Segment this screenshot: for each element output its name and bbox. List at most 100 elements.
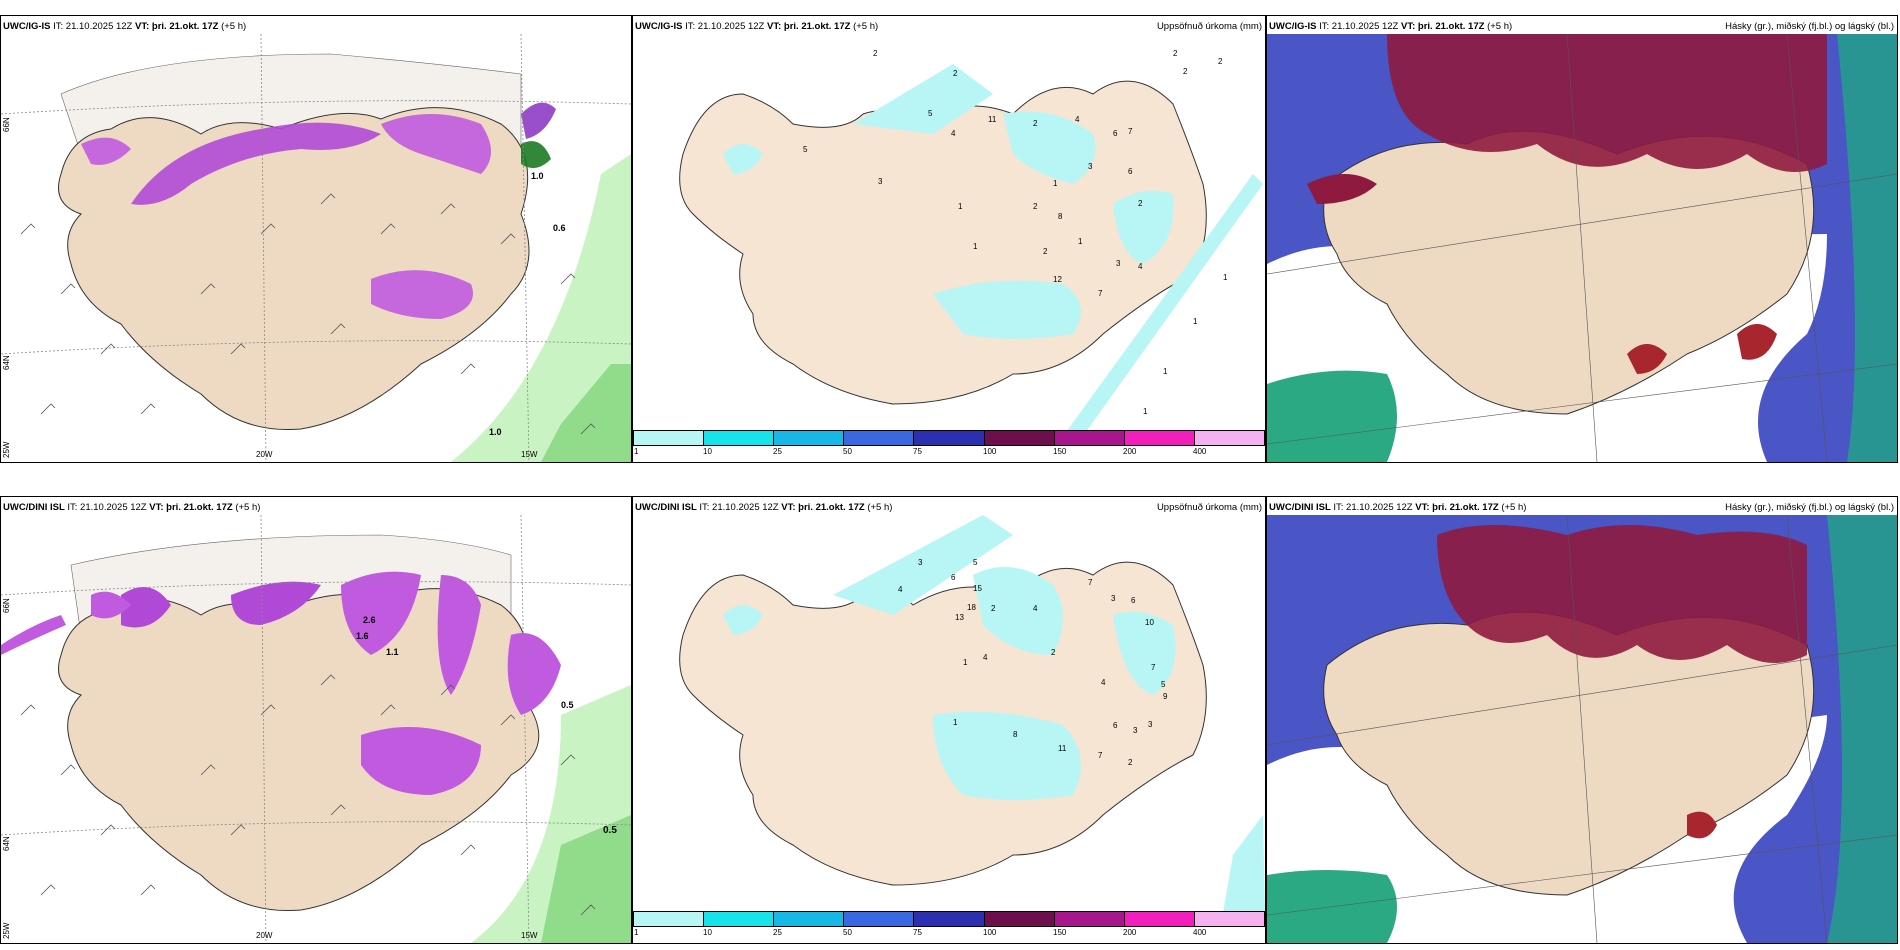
lead-time: (+5 h) <box>867 502 893 513</box>
model-name: UWC/IG-IS <box>635 21 683 32</box>
precip-number: 9 <box>1163 692 1168 701</box>
precip-number: 8 <box>1013 730 1018 739</box>
lon-label: 25W <box>2 922 11 939</box>
precip-map[interactable]: 3 5 6 15 4 13 18 2 4 7 3 6 10 4 2 1 4 7 … <box>633 515 1265 913</box>
colorbar-cell <box>1194 912 1264 926</box>
valid-time: VT: þri. 21.okt. 17Z <box>1401 21 1485 32</box>
value-label: 1.0 <box>489 427 502 437</box>
valid-time: VT: þri. 21.okt. 17Z <box>767 21 851 32</box>
wind-map[interactable]: 66N 64N 25W 20W 15W 1.0 0.6 1.0 <box>1 34 631 462</box>
lon-label: 25W <box>2 441 11 458</box>
precip-number: 3 <box>1148 720 1153 729</box>
init-time: IT: 21.10.2025 12Z <box>685 21 765 32</box>
valid-time: VT: þri. 21.okt. 17Z <box>149 502 233 513</box>
panel-header: UWC/DINI ISL IT: 21.10.2025 12Z VT: þri.… <box>3 502 260 513</box>
lat-label: 66N <box>2 117 11 132</box>
precip-number: 18 <box>967 603 976 612</box>
precip-number: 4 <box>1033 604 1038 613</box>
precip-number: 1 <box>1193 317 1198 326</box>
colorbar-cell <box>844 431 915 445</box>
precip-number: 1 <box>953 718 958 727</box>
panel-title: Uppsöfnuð úrkoma (mm) <box>1156 21 1262 32</box>
panel-header: UWC/IG-IS IT: 21.10.2025 12Z VT: þri. 21… <box>635 21 878 32</box>
lead-time: (+5 h) <box>235 502 261 513</box>
colorbar-cell <box>984 912 1055 926</box>
precip-number: 7 <box>1088 578 1093 587</box>
precip-number: 8 <box>1058 212 1063 221</box>
value-label: 0.5 <box>561 700 574 710</box>
value-label: 1.1 <box>386 647 399 657</box>
colorbar-tick: 10 <box>703 928 712 937</box>
precip-number: 1 <box>963 658 968 667</box>
precip-number: 6 <box>1131 596 1136 605</box>
precip-number: 5 <box>803 145 808 154</box>
cloud-map[interactable] <box>1267 34 1897 462</box>
colorbar-cell <box>1194 431 1264 445</box>
precip-number: 1 <box>1078 237 1083 246</box>
precip-number: 2 <box>991 604 996 613</box>
precip-map[interactable]: 2 2 2 2 2 5 4 11 2 4 6 7 3 6 1 5 2 1 3 1 <box>633 34 1265 432</box>
panel-header: UWC/IG-IS IT: 21.10.2025 12Z VT: þri. 21… <box>1269 21 1512 32</box>
precip-number: 5 <box>973 558 978 567</box>
colorbar-cell <box>1124 431 1195 445</box>
precip-number: 3 <box>1088 162 1093 171</box>
colorbar-ticks: 1 10 25 50 75 100 150 200 400 <box>633 446 1265 458</box>
precip-number: 1 <box>1053 179 1058 188</box>
colorbar-cell <box>914 431 985 445</box>
colorbar-cell <box>1054 431 1125 445</box>
colorbar-tick: 50 <box>843 447 852 456</box>
lead-time: (+5 h) <box>221 21 247 32</box>
init-time: IT: 21.10.2025 12Z <box>67 502 147 513</box>
cloud-panel-row2: UWC/DINI ISL IT: 21.10.2025 12Z VT: þri.… <box>1266 496 1898 944</box>
precip-number: 6 <box>1113 721 1118 730</box>
precip-number: 12 <box>1053 275 1062 284</box>
colorbar-tick: 150 <box>1053 447 1067 456</box>
precip-number: 3 <box>1133 726 1138 735</box>
colorbar-tick: 10 <box>703 447 712 456</box>
precip-number: 3 <box>1116 259 1121 268</box>
wind-panel-row1: UWC/IG-IS IT: 21.10.2025 12Z VT: þri. 21… <box>0 15 632 463</box>
precip-number: 4 <box>951 129 956 138</box>
precip-number: 10 <box>1145 618 1154 627</box>
cloud-map[interactable] <box>1267 515 1897 943</box>
precip-number: 7 <box>1128 127 1133 136</box>
precip-number: 1 <box>973 242 978 251</box>
panel-header: UWC/DINI ISL IT: 21.10.2025 12Z VT: þri.… <box>1269 502 1526 513</box>
colorbar-cell <box>1054 912 1125 926</box>
lon-label: 20W <box>256 931 273 940</box>
precip-number: 6 <box>951 573 956 582</box>
precip-number: 13 <box>955 613 964 622</box>
colorbar-cell <box>774 912 845 926</box>
valid-time: VT: þri. 21.okt. 17Z <box>135 21 219 32</box>
precip-number: 2 <box>1138 199 1143 208</box>
colorbar-cells <box>633 430 1265 446</box>
precip-number: 2 <box>953 69 958 78</box>
colorbar-tick: 100 <box>983 928 997 937</box>
value-label: 1.0 <box>531 171 544 181</box>
colorbar-cell <box>774 431 845 445</box>
colorbar-tick: 1 <box>634 447 639 456</box>
lat-label: 66N <box>2 598 11 613</box>
model-name: UWC/IG-IS <box>3 21 51 32</box>
init-time: IT: 21.10.2025 12Z <box>53 21 133 32</box>
precip-number: 11 <box>988 115 997 124</box>
precip-number: 2 <box>1043 247 1048 256</box>
lat-label: 64N <box>2 355 11 370</box>
valid-time: VT: þri. 21.okt. 17Z <box>1415 502 1499 513</box>
colorbar-cell <box>1124 912 1195 926</box>
colorbar-tick: 400 <box>1193 447 1207 456</box>
lon-label: 15W <box>521 450 538 459</box>
cloud-panel-row1: UWC/IG-IS IT: 21.10.2025 12Z VT: þri. 21… <box>1266 15 1898 463</box>
precip-number: 6 <box>1113 129 1118 138</box>
precip-number: 1 <box>1143 407 1148 416</box>
colorbar-tick: 1 <box>634 928 639 937</box>
precip-number: 7 <box>1098 751 1103 760</box>
precip-number: 11 <box>1058 744 1067 753</box>
precip-number: 3 <box>878 177 883 186</box>
wind-map[interactable]: 66N 64N 25W 20W 15W 2.6 1.6 1.1 0.5 0.5 <box>1 515 631 943</box>
precip-number: 1 <box>958 202 963 211</box>
precip-number: 7 <box>1098 289 1103 298</box>
precip-number: 4 <box>983 653 988 662</box>
panel-header: UWC/DINI ISL IT: 21.10.2025 12Z VT: þri.… <box>635 502 892 513</box>
lon-label: 15W <box>521 931 538 940</box>
